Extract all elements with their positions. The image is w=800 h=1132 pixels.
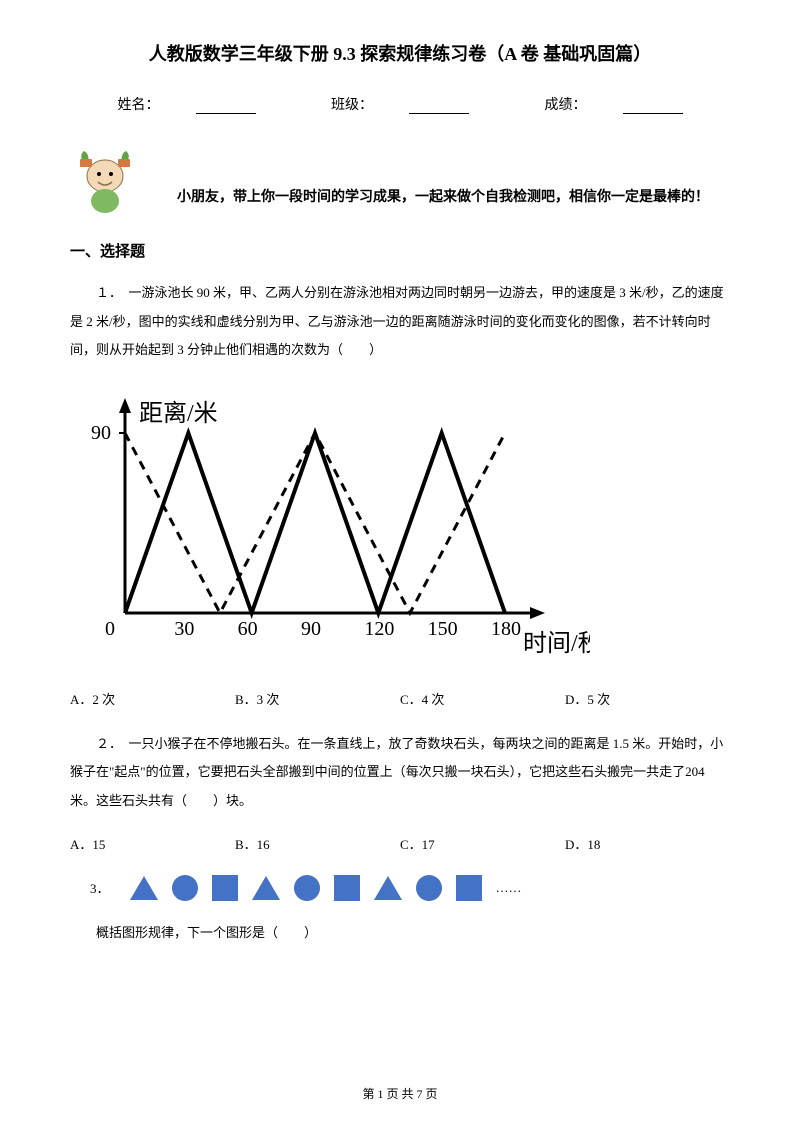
svg-text:150: 150: [428, 618, 458, 640]
q2-opt-b[interactable]: B．16: [235, 834, 400, 853]
info-line: 姓名： 班级： 成绩：: [70, 94, 730, 114]
svg-text:30: 30: [174, 618, 194, 640]
triangle-icon: [374, 876, 402, 900]
svg-text:90: 90: [301, 618, 321, 640]
q2-text: ２． 一只小猴子在不停地搬石头。在一条直线上，放了奇数块石头，每两块之间的距离是…: [70, 730, 730, 816]
page-title: 人教版数学三年级下册 9.3 探索规律练习卷（A 卷 基础巩固篇）: [70, 40, 730, 66]
circle-icon: [172, 875, 198, 901]
q1-text: １． 一游泳池长 90 米，甲、乙两人分别在游泳池相对两边同时朝另一边游去，甲的…: [70, 279, 730, 365]
q3-text: 概括图形规律，下一个图形是（ ）: [70, 919, 730, 948]
class-label: 班级：: [331, 98, 373, 113]
svg-text:时间/秒: 时间/秒: [523, 630, 590, 657]
name-blank[interactable]: [196, 100, 256, 114]
score-label: 成绩：: [545, 98, 587, 113]
page-footer: 第 1 页 共 7 页: [0, 1085, 800, 1102]
q3-shapes-row: 3． ……: [90, 875, 730, 901]
svg-text:距离/米: 距离/米: [139, 400, 218, 427]
svg-text:90: 90: [91, 422, 111, 444]
triangle-icon: [252, 876, 280, 900]
q2-opt-c[interactable]: C．17: [400, 834, 565, 853]
section1-head: 一、选择题: [70, 240, 730, 261]
q2-opt-d[interactable]: D．18: [565, 834, 730, 853]
q1-opt-b[interactable]: B．3 次: [235, 689, 400, 708]
q3-ellipsis: ……: [496, 880, 522, 896]
q1-opt-d[interactable]: D．5 次: [565, 689, 730, 708]
svg-text:180: 180: [491, 618, 521, 640]
square-icon: [334, 875, 360, 901]
square-icon: [456, 875, 482, 901]
square-icon: [212, 875, 238, 901]
circle-icon: [294, 875, 320, 901]
svg-text:120: 120: [364, 618, 394, 640]
q1-options: A．2 次 B．3 次 C．4 次 D．5 次: [70, 689, 730, 708]
triangle-icon: [130, 876, 158, 900]
q2-options: A．15 B．16 C．17 D．18: [70, 834, 730, 853]
circle-icon: [416, 875, 442, 901]
q2-opt-a[interactable]: A．15: [70, 834, 235, 853]
q3-label: 3．: [90, 878, 110, 897]
svg-text:60: 60: [238, 618, 258, 640]
encourage-text: 小朋友，带上你一段时间的学习成果，一起来做个自我检测吧，相信你一定是最棒的！: [156, 156, 730, 206]
q1-opt-a[interactable]: A．2 次: [70, 689, 235, 708]
q1-opt-c[interactable]: C．4 次: [400, 689, 565, 708]
score-blank[interactable]: [623, 100, 683, 114]
encourage-row: 小朋友，带上你一段时间的学习成果，一起来做个自我检测吧，相信你一定是最棒的！: [70, 146, 730, 216]
mascot-icon: [70, 146, 140, 216]
name-label: 姓名：: [118, 98, 160, 113]
class-blank[interactable]: [409, 100, 469, 114]
chart-q1: 距离/米时间/秒 90 0 30 60 90 120 150 180: [70, 383, 590, 673]
svg-text:0: 0: [105, 618, 115, 640]
